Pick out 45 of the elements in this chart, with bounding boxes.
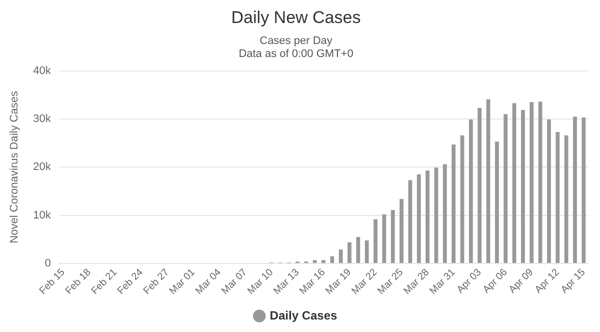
- y-tick-label: 10k: [33, 209, 52, 222]
- bar: [573, 116, 577, 263]
- bar: [312, 260, 317, 263]
- bar: [442, 164, 447, 263]
- bar: [494, 142, 499, 263]
- bar: [460, 135, 464, 263]
- bar: [356, 237, 360, 263]
- bar: [478, 108, 482, 263]
- x-tick-label: Apr 09: [507, 266, 536, 296]
- chart-subtitle: Cases per Day Data as of 0:00 GMT+0: [238, 35, 354, 60]
- y-tick-label: 0: [44, 258, 51, 270]
- bar: [556, 132, 560, 263]
- chart-title: Daily New Cases: [231, 8, 361, 27]
- bar: [504, 114, 508, 263]
- bar: [564, 135, 568, 263]
- bar: [486, 99, 490, 263]
- bar: [416, 174, 421, 263]
- bar: [434, 168, 438, 263]
- bar: [330, 256, 334, 263]
- bar: [512, 103, 516, 263]
- bar: [426, 170, 430, 263]
- bar: [348, 242, 352, 263]
- bar: [400, 198, 404, 263]
- x-tick-label: Apr 03: [455, 266, 484, 296]
- bar: [322, 260, 326, 263]
- bar: [382, 214, 386, 263]
- y-tick-label: 20k: [33, 161, 52, 174]
- bar: [452, 144, 456, 263]
- bar: [538, 102, 542, 263]
- y-tick-label: 40k: [33, 64, 52, 77]
- legend-label: Daily Cases: [270, 308, 338, 322]
- bar: [547, 119, 551, 263]
- bar: [364, 240, 369, 263]
- bar: [374, 219, 378, 263]
- bar: [468, 119, 473, 263]
- bar: [582, 118, 586, 263]
- x-tick-label: Apr 06: [481, 266, 510, 296]
- bar: [338, 250, 343, 263]
- x-tick-label: Mar 31: [428, 266, 458, 297]
- y-axis-title: Novel Coronavirus Daily Cases: [8, 90, 21, 244]
- y-tick-label: 30k: [33, 113, 52, 126]
- bar: [390, 210, 395, 263]
- bar: [408, 180, 412, 263]
- bar: [521, 110, 525, 263]
- bar: [530, 102, 534, 263]
